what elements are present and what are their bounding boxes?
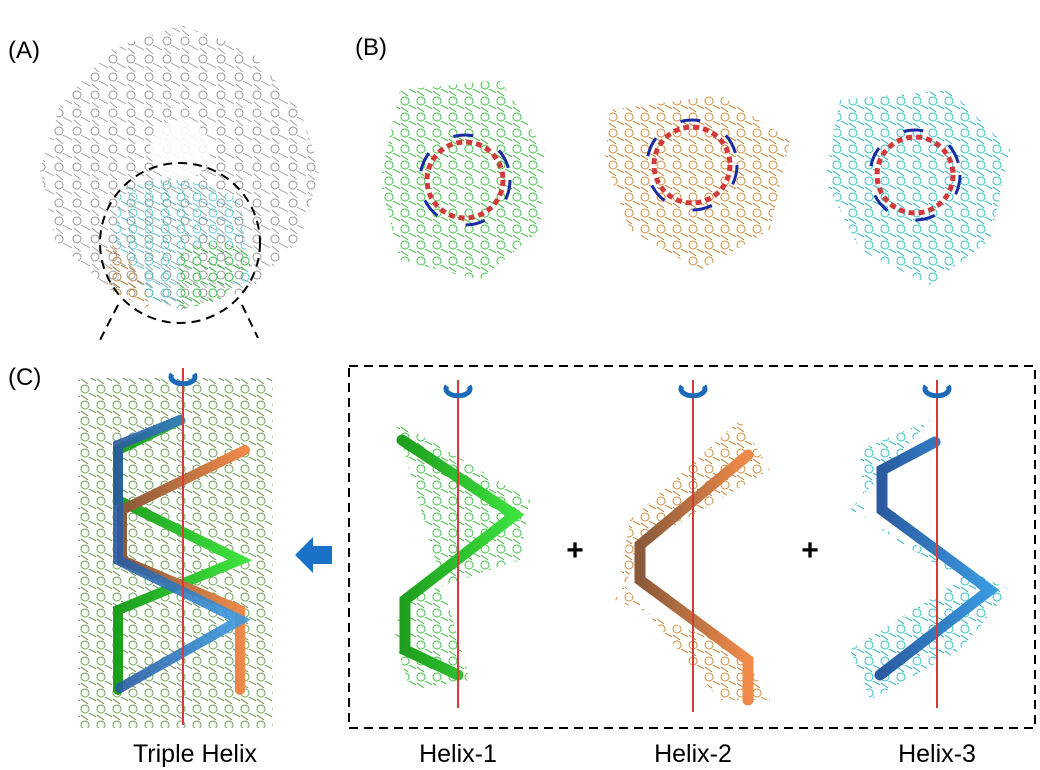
plus-sign: + <box>801 534 819 567</box>
zoom-line <box>100 305 118 340</box>
panel-b: (B) <box>355 34 1010 285</box>
green-ring <box>380 80 545 280</box>
caption: Helix-2 <box>654 740 732 768</box>
channel <box>150 120 210 180</box>
helix-3-cloud <box>850 420 1010 700</box>
caption: Helix-3 <box>898 740 976 768</box>
panel-c: (C) + + Triple Helix Helix-1 Helix-2 Hel… <box>8 364 1035 768</box>
panel-label: (B) <box>355 34 387 61</box>
caption: Helix-1 <box>419 740 497 768</box>
caption: Triple Helix <box>133 740 258 768</box>
zoom-line <box>242 305 258 338</box>
panel-label: (C) <box>8 364 41 391</box>
cyan-ring <box>825 90 1010 285</box>
figure: (A) (B) (C) <box>0 0 1040 770</box>
plus-sign: + <box>566 534 584 567</box>
combine-arrow <box>295 537 332 573</box>
panel-a: (A) <box>8 25 320 340</box>
panel-label: (A) <box>8 37 40 64</box>
